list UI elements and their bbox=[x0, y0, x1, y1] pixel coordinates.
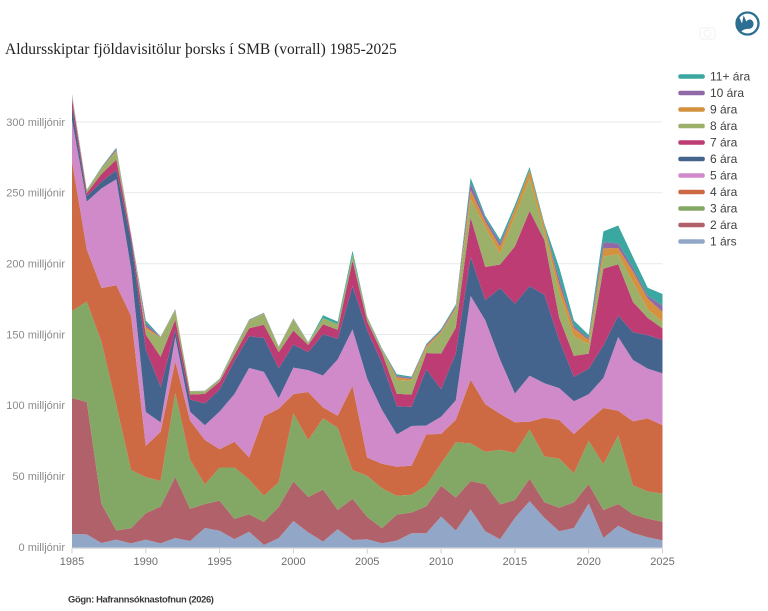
svg-text:250 milljónir: 250 milljónir bbox=[6, 188, 65, 200]
svg-text:9 ára: 9 ára bbox=[710, 103, 738, 117]
svg-text:11+ ára: 11+ ára bbox=[710, 70, 750, 84]
svg-text:10 ára: 10 ára bbox=[710, 86, 744, 100]
svg-text:2 ára: 2 ára bbox=[710, 218, 738, 232]
svg-text:2025: 2025 bbox=[650, 556, 674, 568]
svg-text:5 ára: 5 ára bbox=[710, 169, 738, 183]
svg-text:1 árs: 1 árs bbox=[710, 235, 737, 249]
svg-text:Gögn: Hafrannsóknastofnun (202: Gögn: Hafrannsóknastofnun (2026) bbox=[68, 594, 214, 605]
svg-text:2020: 2020 bbox=[576, 556, 600, 568]
svg-text:1990: 1990 bbox=[134, 556, 158, 568]
svg-text:2000: 2000 bbox=[281, 556, 305, 568]
svg-text:7 ára: 7 ára bbox=[710, 136, 738, 150]
svg-text:0 milljónir: 0 milljónir bbox=[19, 542, 66, 554]
svg-text:150 milljónir: 150 milljónir bbox=[6, 329, 65, 341]
svg-text:300 milljónir: 300 milljónir bbox=[6, 117, 65, 129]
svg-text:1995: 1995 bbox=[207, 556, 231, 568]
svg-text:1985: 1985 bbox=[60, 556, 84, 568]
svg-text:2010: 2010 bbox=[429, 556, 453, 568]
svg-text:4 ára: 4 ára bbox=[710, 185, 738, 199]
svg-text:50 milljónir: 50 milljónir bbox=[12, 471, 65, 483]
svg-text:2005: 2005 bbox=[355, 556, 379, 568]
svg-text:3 ára: 3 ára bbox=[710, 202, 738, 216]
svg-text:2015: 2015 bbox=[503, 556, 527, 568]
svg-text:6 ára: 6 ára bbox=[710, 152, 738, 166]
svg-text:8 ára: 8 ára bbox=[710, 119, 738, 133]
svg-text:100 milljónir: 100 milljónir bbox=[6, 400, 65, 412]
svg-text:Aldursskiptar fjöldavisitölur: Aldursskiptar fjöldavisitölur þorsks í S… bbox=[5, 41, 397, 58]
svg-text:200 milljónir: 200 milljónir bbox=[6, 259, 65, 271]
